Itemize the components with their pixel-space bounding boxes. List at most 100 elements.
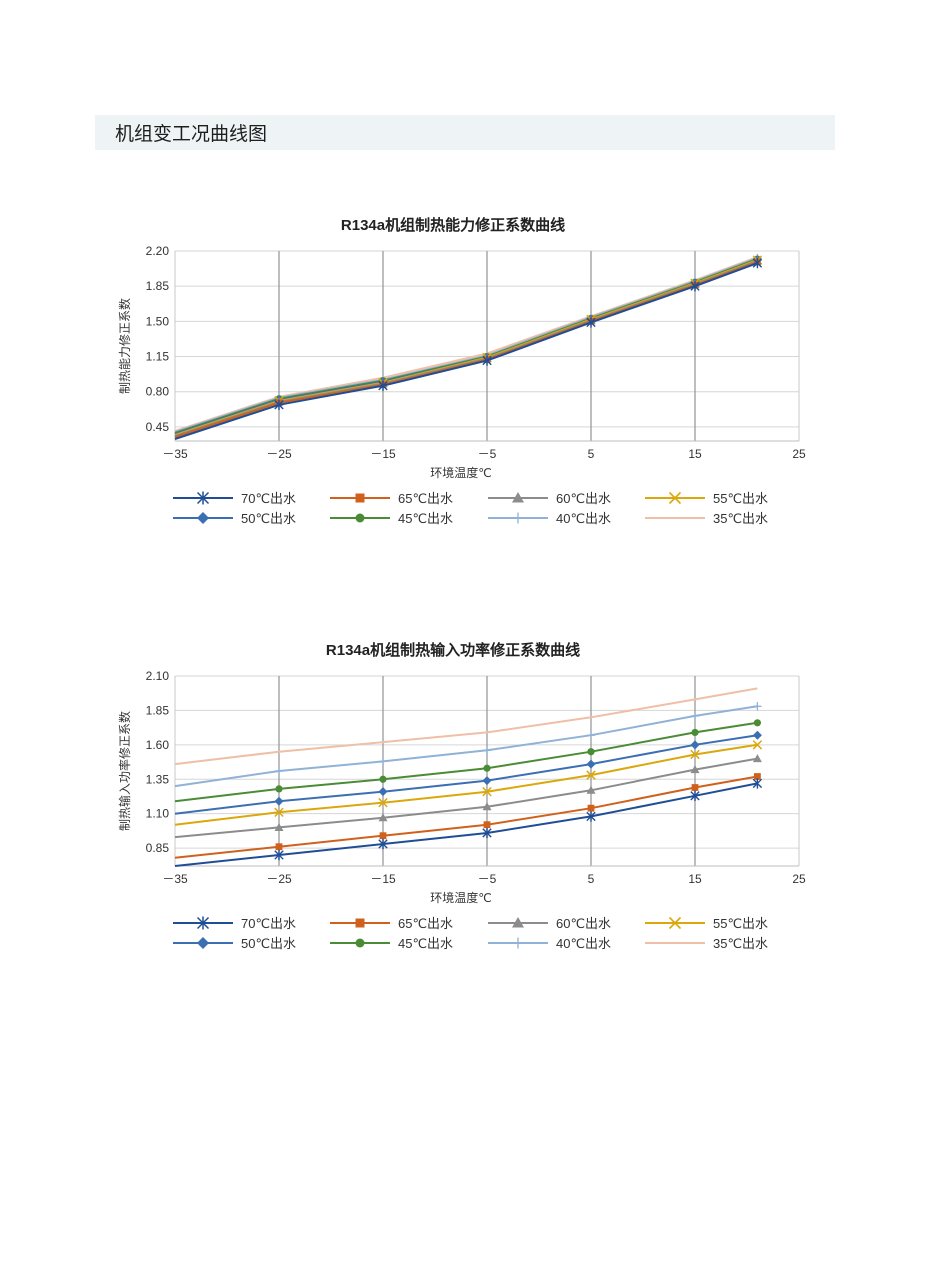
legend-label-45: 45℃出水	[398, 511, 453, 526]
data-point-45	[691, 728, 699, 737]
data-point-65	[483, 821, 491, 829]
data-point-65	[587, 804, 595, 812]
data-point-45	[753, 719, 762, 727]
legend-marker-55	[668, 916, 682, 930]
series-70	[174, 257, 763, 440]
data-point-70	[378, 838, 388, 850]
legend-label-55: 55℃出水	[713, 491, 768, 506]
y-tick-label: 1.10	[146, 807, 170, 821]
legend-label-55: 55℃出水	[713, 916, 768, 931]
y-tick-label: 0.80	[146, 385, 170, 399]
data-point-70	[690, 280, 700, 292]
series-45	[174, 719, 762, 803]
series-line-65	[174, 775, 758, 859]
legend-item-60: 60℃出水	[488, 916, 611, 931]
data-point-55	[752, 740, 763, 750]
y-tick-label: 0.85	[146, 841, 170, 855]
series-60	[174, 754, 762, 839]
series-50	[174, 730, 762, 815]
y-tick-label: 1.50	[146, 314, 170, 328]
data-point-40	[274, 766, 284, 776]
data-point-40	[378, 757, 388, 766]
series-65	[174, 773, 761, 859]
legend-label-65: 65℃出水	[398, 491, 453, 506]
y-tick-label: 1.85	[146, 279, 170, 293]
data-point-55	[378, 797, 388, 808]
y-tick-label: 0.45	[146, 420, 170, 434]
legend-marker-55	[668, 491, 682, 505]
legend-label-40: 40℃出水	[556, 936, 611, 951]
legend-label-50: 50℃出水	[241, 936, 296, 951]
data-point-55	[274, 807, 284, 818]
data-point-55	[690, 749, 700, 760]
data-point-55-stroke	[690, 749, 700, 760]
data-point-65	[691, 784, 699, 791]
data-point-45	[483, 764, 491, 772]
x-tick-label: －5	[478, 872, 497, 886]
data-point-50	[586, 759, 596, 769]
data-point-65	[379, 832, 387, 840]
y-tick-label: 2.10	[146, 669, 170, 683]
legend-item-70: 70℃出水	[173, 916, 296, 931]
series-40	[174, 702, 762, 788]
data-point-70	[378, 380, 388, 391]
data-point-70	[752, 778, 763, 789]
heating-capacity-chart-svg: R134a机组制热能力修正系数曲线 2.20 1.85 1.50 1.15 0.80 0.4…	[117, 216, 806, 526]
section-header: 机组变工况曲线图	[95, 115, 835, 150]
series-line-35	[174, 687, 758, 766]
y-axis-label: 制热能力修正系数	[117, 298, 132, 394]
legend-item-65: 65℃出水	[330, 491, 453, 506]
legend-item-40: 40℃出水	[488, 936, 611, 951]
x-tick-label: －15	[370, 447, 396, 461]
legend-label-70: 70℃出水	[241, 916, 296, 931]
data-point-60	[378, 813, 388, 822]
legend-marker-55-stroke	[668, 916, 682, 930]
data-point-40	[482, 746, 492, 755]
data-point-55-stroke	[378, 797, 388, 808]
data-point-55-stroke	[586, 770, 596, 780]
chart-title: R134a机组制热输入功率修正系数曲线	[326, 641, 580, 659]
data-point-60	[274, 822, 284, 831]
legend-item-50: 50℃出水	[173, 511, 296, 526]
legend-item-50: 50℃出水	[173, 936, 296, 951]
legend-label-50: 50℃出水	[241, 511, 296, 526]
data-point-70	[586, 811, 596, 822]
data-point-55	[482, 786, 492, 797]
data-point-50	[690, 740, 700, 750]
x-tick-label: 5	[588, 447, 595, 461]
legend-marker-70	[196, 916, 210, 930]
heating-power-chart: R134a机组制热输入功率修正系数曲线 2.10 1.85 1.60 1.35 1.10 0…	[0, 625, 930, 970]
legend-marker-45	[355, 938, 365, 948]
y-tick-label: 1.85	[146, 703, 170, 717]
legend-label-60: 60℃出水	[556, 916, 611, 931]
data-point-50	[378, 787, 388, 797]
data-point-45	[379, 775, 387, 783]
legend-item-35: 35℃出水	[645, 511, 768, 526]
legend-item-65: 65℃出水	[330, 916, 453, 931]
data-point-70	[482, 355, 492, 366]
data-point-50	[482, 776, 492, 786]
data-point-55	[586, 770, 596, 780]
data-point-60	[482, 802, 492, 811]
legend-item-35: 35℃出水	[645, 936, 768, 951]
x-tick-label: 15	[688, 872, 702, 886]
legend-item-60: 60℃出水	[488, 491, 611, 506]
data-point-70	[586, 317, 596, 328]
section-title: 机组变工况曲线图	[115, 124, 268, 145]
x-tick-label: 5	[588, 872, 595, 886]
data-point-70	[482, 827, 492, 839]
chart-title: R134a机组制热能力修正系数曲线	[341, 216, 565, 234]
legend-item-55: 55℃出水	[645, 916, 768, 931]
data-point-45	[275, 785, 283, 793]
x-tick-label: 25	[792, 447, 806, 461]
legend-label-40: 40℃出水	[556, 511, 611, 526]
legend-label-35: 35℃出水	[713, 936, 768, 951]
heating-capacity-chart: R134a机组制热能力修正系数曲线 2.20 1.85 1.50 1.15 0.80 0.4…	[0, 200, 930, 545]
data-point-65	[275, 843, 283, 851]
data-point-60	[690, 765, 700, 774]
series-line-55	[174, 743, 758, 826]
data-point-60	[586, 785, 596, 794]
legend-item-55: 55℃出水	[645, 491, 768, 506]
data-point-55-stroke	[752, 740, 763, 750]
data-point-55-stroke	[482, 786, 492, 797]
